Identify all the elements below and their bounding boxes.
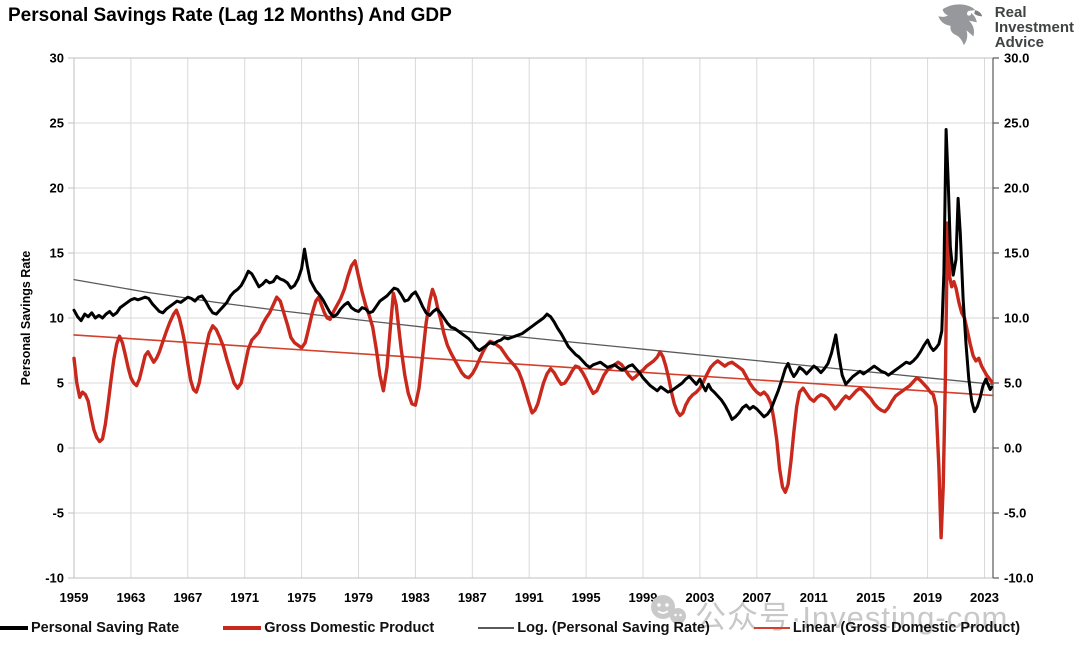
legend-item-1: Personal Saving Rate [0,620,179,636]
x-axis-tick-label: 2023 [970,590,999,605]
x-axis-tick-label: 2015 [856,590,885,605]
y-axis-left-tick-label: 15 [50,246,64,261]
series-personal-saving-rate [72,128,994,421]
legend-label: Log. (Personal Saving Rate) [517,620,710,636]
x-axis-tick-label: 1963 [116,590,145,605]
eagle-icon [934,2,990,53]
y-axis-right-tick-label: 0.0 [1004,441,1022,456]
y-axis-title: Personal Savings Rate [19,251,33,386]
y-axis-left-tick-label: 25 [50,116,64,131]
x-axis-tick-label: 2007 [742,590,771,605]
y-axis-right-tick-label: 20.0 [1004,181,1029,196]
legend-label: Linear (Gross Domestic Product) [792,620,1021,636]
x-axis-tick-label: 1995 [572,590,601,605]
x-axis-tick-label: 2019 [913,590,942,605]
legend-label: Gross Domestic Product [264,620,435,636]
x-axis-tick-label: 1979 [344,590,373,605]
x-axis-tick-label: 1999 [629,590,658,605]
watermark-text: 公众号·Investing-com [695,600,1009,635]
y-axis-right-tick-label: 10.0 [1004,311,1029,326]
legend-item-4: Linear (Gross Domestic Product) [753,620,1021,636]
x-axis-tick-label: 1987 [458,590,487,605]
y-axis-right-tick-label: 30.0 [1004,51,1029,66]
y-axis-right-tick-label: 15.0 [1004,246,1029,261]
plot-area: 30.0 30 25.0 25 20.0 20 15.0 15 10.0 10 5.0 5 0.0 0 -5… [19,51,1034,606]
y-axis-left-tick-label: 30 [50,51,64,66]
legend-item-3: Log. (Personal Saving Rate) [478,620,710,636]
legend-marker [753,627,790,629]
y-axis-left-tick-label: 20 [50,181,64,196]
brand-line-2: Investment [994,18,1074,36]
x-axis-tick-label: 1975 [287,590,316,605]
x-axis-tick-label: 1991 [515,590,544,605]
watermark: 公众号·Investing-com [648,592,1008,637]
y-axis-left-tick-label: -5 [52,506,64,521]
y-axis-right-tick-label: -5.0 [1004,506,1026,521]
series-gross-domestic-product [72,221,994,540]
legend-marker [0,626,28,630]
x-axis-tick-label: 1983 [401,590,430,605]
chart-title: Personal Savings Rate (Lag 12 Months) An… [8,5,452,26]
y-axis-right-tick-label: 5.0 [1004,376,1022,391]
brand-line-1: Real [994,3,1027,21]
wechat-icon [648,594,688,636]
legend: Personal Saving Rate Gross Domestic Produ… [0,620,1020,636]
brand-name: Real Investment Advice [994,3,1074,52]
brand-logo: Real Investment Advice [934,2,1074,53]
legend-label: Personal Saving Rate [30,620,180,636]
x-axis-tick-label: 1971 [230,590,259,605]
x-axis-tick-label: 2011 [800,590,828,605]
y-axis-right-tick-label: 25.0 [1004,116,1029,131]
brand-line-3: Advice [994,34,1044,52]
x-axis-tick-label: 2003 [685,590,714,605]
y-axis-right-tick-label: -10.0 [1004,571,1034,586]
y-axis-left-tick-label: 10 [50,311,64,326]
y-axis-left-tick-label: 0 [57,441,64,456]
y-axis-left-tick-label: -10 [45,571,64,586]
y-axis-left-tick-label: 5 [57,376,64,391]
series-log-personal-saving-rate [73,278,994,385]
legend-marker [478,627,515,629]
legend-item-2: Gross Domestic Product [223,620,434,636]
series-linear-gross-domestic-product [73,334,994,397]
x-axis-tick-label: 1959 [60,590,89,605]
x-axis-tick-label: 1967 [173,590,202,605]
legend-marker [223,626,262,630]
